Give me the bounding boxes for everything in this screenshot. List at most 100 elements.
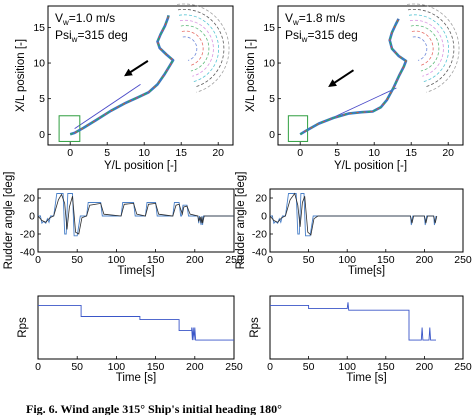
rudder-left-ytick-label: -40 <box>20 247 35 259</box>
rps-right-axes: 0 50 100 150 200 250 Time [s] Rps <box>249 295 472 384</box>
rudder-left-xtick-label: 250 <box>225 254 243 266</box>
rudder-right-xtick-label: 150 <box>377 254 395 266</box>
rps-right-plot <box>270 302 436 341</box>
rudder-right-actual-line <box>269 192 438 236</box>
track-left-ytick-label: 0 <box>39 129 45 141</box>
rps-left-ylabel: Rps <box>17 317 29 338</box>
rps-right-xtick-label: 150 <box>377 361 395 373</box>
track-right-xtick-label: 0 <box>297 147 303 159</box>
track-right-wind-arc <box>412 36 428 61</box>
rps-right-frame <box>269 295 464 360</box>
track-right-wind-arrow <box>328 69 355 87</box>
track-left-ytick-label: 5 <box>39 93 45 105</box>
track-left-xtick-label: 10 <box>138 147 150 159</box>
rps-right-xtick-label: 100 <box>338 361 356 373</box>
track-left-annotation-angle: Psiw=315 deg <box>55 28 128 44</box>
rudder-left-ytick-label: 0 <box>29 211 35 223</box>
rps-right-xtick-label: 50 <box>303 361 315 373</box>
track-left-track-overlay-a <box>69 15 175 135</box>
rudder-left-plot <box>37 193 234 237</box>
track-left-wind-arc <box>178 14 219 82</box>
rudder-left-command-line <box>38 193 234 237</box>
caption-text: Fig. 6. Wind angle 315° Ship's initial h… <box>26 402 282 415</box>
rps-left-xtick-label: 150 <box>147 361 165 373</box>
track-left-xtick-label: 20 <box>212 147 224 159</box>
rudder-right-xtick-label: 50 <box>303 254 315 266</box>
track-left-wind-arc <box>177 3 230 93</box>
track-left-xlabel: Y/L position [-] <box>104 160 177 172</box>
rudder-left-ytick-label: -20 <box>20 229 35 241</box>
rudder-left-xtick-label: 50 <box>71 254 83 266</box>
track-right-ytick-label: 0 <box>269 129 275 141</box>
rps-left-xtick-label: 100 <box>108 361 126 373</box>
track-left-wind-arc <box>180 25 210 72</box>
track-right-xtick-label: 10 <box>368 147 380 159</box>
track-left-ylabel: X/L position [-] <box>15 39 27 112</box>
track-right-annotation-angle: Psiw=315 deg <box>285 28 358 44</box>
rudder-right-axes: 0 50 100 150 200 250 -40 -20 0 20 Time[s] Rudder an… <box>235 172 472 277</box>
track-right-track-overlay-b <box>299 18 407 135</box>
rudder-left-xtick-label: 200 <box>186 254 204 266</box>
track-right-wind-arc <box>408 14 449 82</box>
track-right-wind-arc <box>410 25 440 72</box>
rudder-left-ytick-label: 20 <box>23 193 35 205</box>
rps-left-xtick-label: 50 <box>71 361 83 373</box>
track-right-annotation-speed: Vw=1.8 m/s <box>285 11 345 27</box>
rudder-right-ylabel: Rudder angle [deg] <box>235 172 247 270</box>
track-left-wind-arc <box>182 36 198 61</box>
rps-left-xtick-label: 200 <box>186 361 204 373</box>
rudder-right-ytick-label: -20 <box>252 229 267 241</box>
rudder-left-xtick-label: 150 <box>147 254 165 266</box>
rudder-left-ylabel: Rudder angle [deg] <box>3 172 15 270</box>
track-left-wind-arc <box>181 30 204 67</box>
rudder-right-xtick-label: 200 <box>416 254 434 266</box>
track-right-ytick-label: 10 <box>263 58 275 70</box>
rudder-left-axes: 0 50 100 150 200 250 -40 -20 0 20 Time[s] Rudder an… <box>3 172 243 277</box>
rudder-left-actual-line <box>37 193 234 235</box>
rps-left-xtick-label: 0 <box>35 361 41 373</box>
rudder-right-xtick-label: 100 <box>338 254 356 266</box>
rps-left-rps-line <box>38 304 234 341</box>
rudder-left-xtick-label: 0 <box>35 254 41 266</box>
rps-right-ylabel: Rps <box>249 317 261 338</box>
rudder-right-frame <box>269 188 464 253</box>
track-left-xtick-label: 15 <box>175 147 187 159</box>
track-right-ytick-label: 5 <box>269 93 275 105</box>
track-left-wind-arc <box>177 8 225 88</box>
track-left-reference-line <box>74 84 141 129</box>
rudder-right-xlabel: Time[s] <box>348 265 385 277</box>
track-right-xtick-label: 5 <box>334 147 340 159</box>
rudder-right-xtick-label: 250 <box>454 254 472 266</box>
track-right-track-overlay-a <box>299 18 407 135</box>
track-left-frame <box>47 5 234 146</box>
track-right-wind-arc <box>409 19 444 77</box>
rps-right-xlabel: Time [s] <box>346 372 386 384</box>
figure-caption: Fig. 6. Wind angle 315° Ship's initial h… <box>0 401 474 415</box>
rps-right-xtick-label: 250 <box>454 361 472 373</box>
track-left-ytick-label: 10 <box>33 58 45 70</box>
track-right-ytick-label: 15 <box>263 22 275 34</box>
rudder-left-xlabel: Time[s] <box>117 265 154 277</box>
track-left-wind-arc <box>179 19 214 77</box>
track-right-wind-arc <box>407 8 455 88</box>
track-right-wind-arc <box>411 30 434 67</box>
track-left-wind-arrow <box>124 60 149 77</box>
track-right-xtick-label: 20 <box>442 147 454 159</box>
track-right-xtick-label: 15 <box>405 147 417 159</box>
rps-left-plot <box>38 304 234 341</box>
rudder-left-xtick-label: 100 <box>108 254 126 266</box>
rps-left-xlabel: Time [s] <box>116 372 156 384</box>
track-right-frame <box>277 5 464 146</box>
track-left-xtick-label: 5 <box>104 147 110 159</box>
track-right-ylabel: X/L position [-] <box>245 39 257 112</box>
track-left-annotation-speed: Vw=1.0 m/s <box>55 11 115 27</box>
rudder-right-ytick-label: 0 <box>261 211 267 223</box>
rps-right-rps-line <box>270 302 436 341</box>
rudder-right-plot <box>269 192 438 237</box>
track-right-xlabel: Y/L position [-] <box>334 160 407 172</box>
